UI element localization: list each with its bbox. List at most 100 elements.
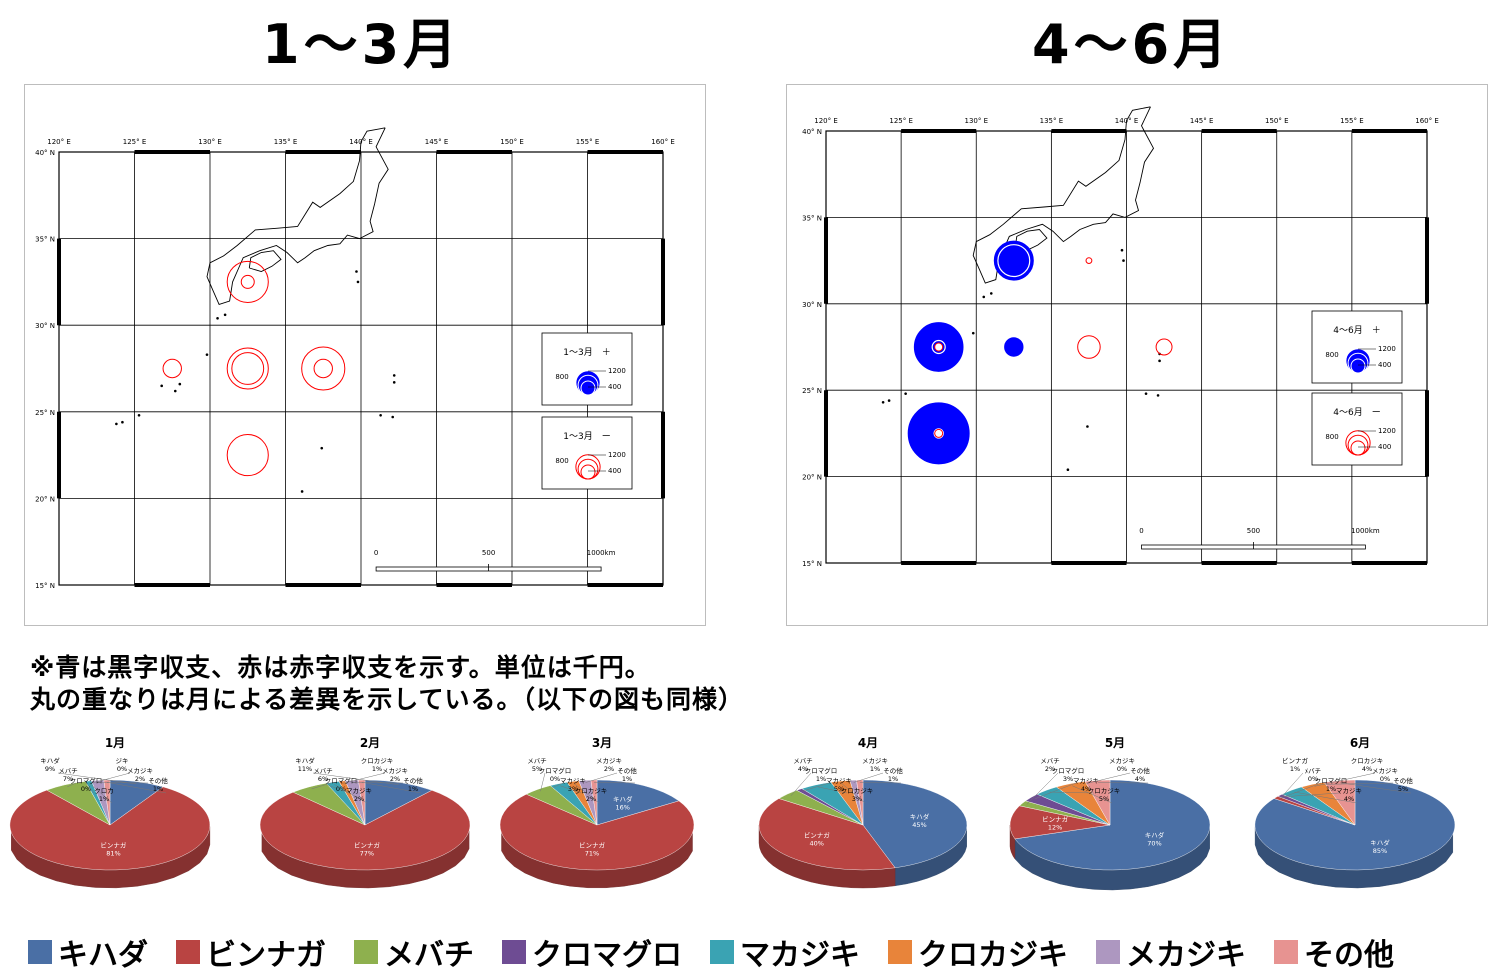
pie-leader-line [818, 786, 848, 794]
latitude-label: 40° N [802, 128, 822, 136]
island-marker [971, 331, 975, 335]
shikoku-coastline [248, 250, 282, 272]
island-marker [160, 384, 163, 388]
pie-data-label: 1% [888, 775, 898, 783]
pie-data-label: クロマグロ [805, 766, 838, 775]
pie-leader-line [853, 772, 884, 783]
island-marker [173, 389, 177, 393]
japan-coastline [206, 127, 389, 305]
center-marker [934, 342, 944, 352]
legend-box-title: 4～6月 ー [1333, 407, 1380, 418]
longitude-label: 120° E [47, 138, 71, 146]
legend-label: キハダ [58, 938, 148, 973]
island-marker [216, 316, 219, 320]
species-legend: キハダ ビンナガ メバチ クロマグロ マカジキ クロカジキ メカジキ その他 [28, 930, 1488, 974]
pie-data-label: キハダ [910, 812, 930, 821]
pie-data-label: 0% [117, 765, 127, 773]
pie-data-label: ビンナガ [100, 841, 127, 850]
loss-circle [313, 358, 333, 379]
map-apr-jun: 120° E 125° E 130° E 135° E 140° E 145° E 150°… [786, 84, 1488, 626]
legend-loss-circle [580, 464, 596, 480]
pie-data-label: 2% [1045, 765, 1055, 773]
island-marker [1158, 359, 1161, 363]
legend-swatch [28, 940, 52, 964]
island-marker [115, 422, 118, 426]
longitude-label: 135° E [274, 138, 298, 146]
legend-swatch [354, 940, 378, 964]
latitude-label: 20° N [802, 474, 822, 482]
pie-data-label: マカジキ [1336, 787, 1362, 795]
longitude-label: 130° E [964, 117, 988, 125]
island-marker [320, 446, 324, 450]
legend-value: 800 [555, 373, 568, 381]
pie-slice [364, 779, 433, 826]
pie-leader-line [1049, 791, 1095, 794]
pie-data-label: クロマグロ [1052, 766, 1085, 775]
pie-data-label: メカジキ [862, 757, 888, 765]
pie-slice [499, 793, 695, 871]
pie-data-label: マカジキ [346, 787, 372, 795]
pie-leader-line [552, 782, 564, 788]
pie-data-label: 12% [1048, 823, 1062, 831]
pie-leader-line [1034, 782, 1077, 800]
latitude-label: 25° N [35, 409, 55, 417]
pie-leader-line [573, 783, 600, 804]
pie-data-label: クロカジキ [1351, 757, 1384, 765]
pie-data-label: 4% [1344, 795, 1354, 803]
pie-leader-line [1325, 782, 1394, 785]
island-marker [1086, 425, 1089, 428]
pie-data-label: 3% [1063, 775, 1073, 783]
legend-loss-box: 1～3月 ー 800 1200 400 [541, 416, 633, 490]
longitude-label: 150° E [1265, 117, 1289, 125]
latitude-label: 30° N [35, 322, 55, 330]
map-group: 120° E 125° E 130° E 135° E 140° E 145° E 150°… [35, 127, 675, 590]
pie-leader-line [361, 782, 422, 794]
legend-loss-circle [1350, 440, 1366, 456]
pie-slice [758, 798, 896, 871]
profit-circle [993, 240, 1034, 281]
legend-item: その他 [1274, 930, 1394, 974]
island-marker [1066, 468, 1070, 471]
pie-data-label: ビンナガ [354, 841, 381, 850]
pie-data-label: 0% [81, 785, 91, 793]
pie-data-label: 3% [852, 795, 862, 803]
pie-leader-line [540, 772, 546, 792]
note-line-1: ※青は黒字収支、赤は赤字収支を示す。単位は千円。 [30, 653, 651, 682]
pie-data-label: 5% [532, 765, 542, 773]
pie-data-label: 0% [1117, 765, 1127, 773]
pie-data-label: メカジキ [1109, 757, 1135, 765]
profit-circle [931, 339, 946, 355]
scale-bar: 0 500 1000km [1139, 527, 1380, 550]
pie-data-label: 0% [1380, 775, 1390, 783]
pie-leader-line [560, 785, 582, 794]
pie-data-label: 1% [153, 785, 163, 793]
loss-circle [231, 352, 265, 385]
legend-label: クロマグロ [532, 938, 682, 973]
pie-title: 4月 [858, 736, 878, 750]
pie-data-label: メバチ [793, 757, 813, 765]
legend-item: マカジキ [710, 930, 860, 974]
pie-data-label: その他 [1393, 776, 1413, 785]
scale-label: 1000km [1351, 527, 1380, 535]
latitude-label: 35° N [802, 214, 822, 222]
pie-leader-line [343, 772, 386, 784]
scale-label: 1000km [587, 549, 616, 557]
profit-circle [1004, 337, 1024, 357]
pie-data-label: ビンナガ [1282, 756, 1309, 765]
island-marker [887, 399, 891, 402]
pie-leader-line [1279, 772, 1304, 799]
pie-leader-line [334, 784, 368, 804]
pie-data-label: 4% [1362, 765, 1372, 773]
longitude-label: 155° E [1340, 117, 1364, 125]
legend-loss-box: 4～6月 ー 800 1200 400 [1311, 392, 1403, 466]
pie-data-label: ビンナガ [1042, 814, 1069, 823]
pie-leader-line [1294, 791, 1358, 804]
pie-leader-line [790, 772, 812, 796]
pie-data-label: 0% [336, 785, 346, 793]
pie-data-label: 45% [912, 821, 926, 829]
pie-leader-line [89, 783, 113, 804]
